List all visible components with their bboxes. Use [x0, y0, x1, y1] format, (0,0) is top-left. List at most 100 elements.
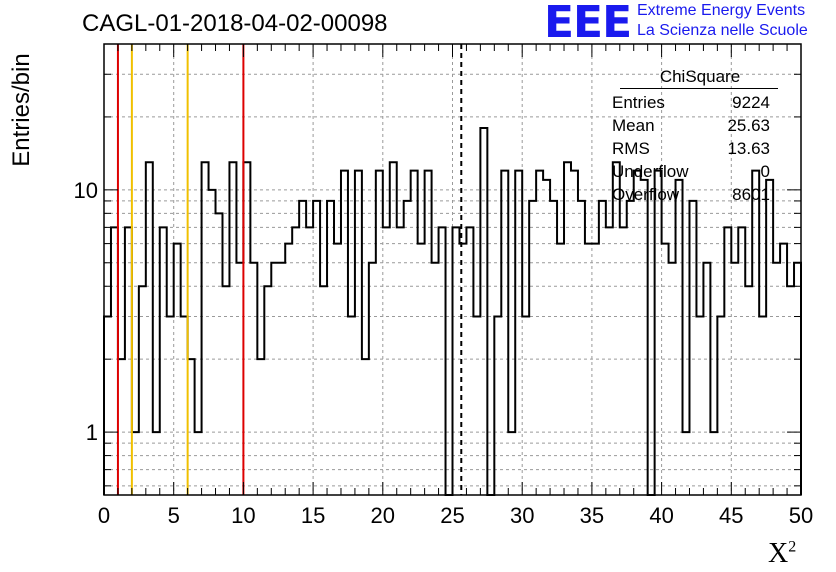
- histogram-bin: [139, 286, 146, 495]
- histogram-bin: [578, 201, 585, 495]
- x-tick-label: 10: [231, 503, 255, 528]
- histogram-bin: [264, 286, 271, 495]
- histogram-bin: [676, 180, 683, 495]
- histogram-bin: [627, 201, 634, 495]
- histogram-bin: [313, 201, 320, 495]
- histogram-bin: [710, 432, 717, 495]
- histogram-bin: [780, 244, 787, 495]
- histogram-bin: [543, 180, 550, 495]
- histogram-bin: [494, 317, 501, 495]
- x-tick-label: 45: [719, 503, 743, 528]
- histogram-bin: [397, 227, 404, 495]
- histogram-bin: [132, 432, 139, 495]
- histogram-bin: [529, 201, 536, 495]
- histogram-bin: [243, 162, 250, 495]
- histogram-bin: [425, 171, 432, 495]
- stats-value: 9224: [732, 93, 770, 112]
- x-tick-label: 40: [649, 503, 673, 528]
- histogram-bin: [585, 244, 592, 495]
- histogram-bin: [118, 359, 125, 495]
- logo-caption-line1: Extreme Energy Events: [637, 2, 806, 19]
- histogram-bin: [355, 171, 362, 495]
- histogram-bin: [160, 227, 167, 495]
- chart-title: CAGL-01-2018-04-02-00098: [82, 10, 388, 37]
- histogram-bin: [613, 162, 620, 495]
- stats-title: ChiSquare: [659, 67, 741, 86]
- x-tick-label: 30: [510, 503, 534, 528]
- stats-label: Overflow: [612, 185, 680, 204]
- histogram-bin: [738, 227, 745, 495]
- histogram-bin: [348, 317, 355, 495]
- histogram-bin: [683, 432, 690, 495]
- histogram-bin: [153, 432, 160, 495]
- histogram-bin: [515, 171, 522, 495]
- histogram-bin: [390, 162, 397, 495]
- histogram-bin: [759, 317, 766, 495]
- histogram-bin: [480, 128, 487, 495]
- histogram-bin: [564, 162, 571, 495]
- histogram-bin: [703, 263, 710, 495]
- histogram-bin: [689, 201, 696, 495]
- histogram-bin: [731, 263, 738, 495]
- x-tick-label: 5: [168, 503, 180, 528]
- eee-logo: EEE: [544, 0, 632, 48]
- histogram-bin: [299, 201, 306, 495]
- histogram-bin: [257, 359, 264, 495]
- histogram-bin: [181, 317, 188, 495]
- x-axis-label: X2: [768, 538, 796, 570]
- histogram-series: [103, 127, 802, 496]
- histogram-bin: [202, 162, 209, 495]
- histogram-bin: [111, 227, 118, 495]
- stats-box: ChiSquare Entries 9224 Mean 25.63 RMS 13.63…: [612, 66, 778, 206]
- histogram-bin: [278, 263, 285, 495]
- histogram-bin: [222, 286, 229, 495]
- x-tick-label: 50: [789, 503, 813, 528]
- histogram-bin: [717, 317, 724, 495]
- stats-row: RMS 13.63: [612, 137, 778, 160]
- histogram-bin: [229, 162, 236, 495]
- histogram-bin: [376, 171, 383, 495]
- histogram-bin: [466, 227, 473, 495]
- histogram-bin: [209, 190, 216, 495]
- histogram-bin: [327, 201, 334, 495]
- histogram-bin: [473, 317, 480, 495]
- histogram-bin: [362, 359, 369, 495]
- histogram-bin: [745, 286, 752, 495]
- histogram-bin: [306, 227, 313, 495]
- stats-row: Mean 25.63: [612, 114, 778, 137]
- histogram-bin: [508, 432, 515, 495]
- histogram-bin: [655, 171, 662, 495]
- histogram-bin: [146, 162, 153, 495]
- stats-label: Entries: [612, 93, 665, 112]
- histogram-bin: [501, 171, 508, 495]
- y-tick-label: 10: [74, 178, 98, 203]
- stats-label: RMS: [612, 139, 650, 158]
- stats-row: Entries 9224: [612, 91, 778, 114]
- histogram-bin: [236, 263, 243, 495]
- histogram-bin: [167, 317, 174, 495]
- stats-divider: [620, 88, 778, 89]
- histogram-bin: [571, 171, 578, 495]
- histogram-bin: [334, 244, 341, 495]
- histogram-bin: [174, 244, 181, 495]
- stats-value: 25.63: [727, 116, 770, 135]
- histogram-bin: [439, 227, 446, 495]
- histogram-bin: [794, 263, 801, 495]
- histogram-bin: [724, 227, 731, 495]
- histogram-bin: [404, 201, 411, 495]
- histogram-bin: [453, 227, 460, 495]
- histogram-bin: [696, 317, 703, 495]
- x-tick-label: 35: [580, 503, 604, 528]
- x-tick-label: 0: [98, 503, 110, 528]
- histogram-bin: [250, 263, 257, 495]
- histogram-bin: [341, 171, 348, 495]
- y-tick-label: 1: [86, 420, 98, 445]
- histogram-bin: [369, 263, 376, 495]
- histogram-bin: [773, 263, 780, 495]
- stats-row: Overflow 8601: [612, 183, 778, 206]
- histogram-bin: [125, 227, 132, 495]
- histogram-bin: [766, 180, 773, 495]
- histogram-bin: [536, 171, 543, 495]
- histogram-bin: [411, 171, 418, 495]
